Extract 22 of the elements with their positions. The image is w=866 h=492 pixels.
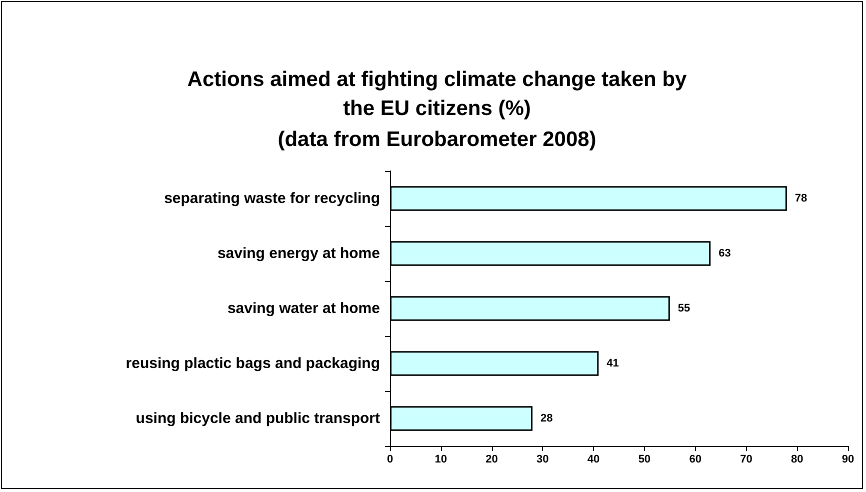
x-tick-label: 60 — [689, 454, 702, 466]
x-tick-label: 50 — [638, 454, 651, 466]
chart-subtitle: (data from Eurobarometer 2008) — [278, 128, 596, 151]
x-tick-label: 0 — [386, 454, 394, 466]
data-label: 28 — [540, 412, 553, 424]
y-tick-label: reusing plactic bags and packaging — [126, 355, 380, 372]
x-tick-label: 10 — [434, 454, 448, 466]
x-tick-label: 30 — [536, 454, 549, 466]
x-tick-label: 40 — [587, 454, 600, 466]
x-tick-label: 80 — [790, 454, 804, 466]
y-tick-label: saving water at home — [227, 300, 380, 317]
x-tick-label: 20 — [486, 454, 498, 466]
y-tick-label: using bicycle and public transport — [136, 410, 380, 427]
y-tick-label: separating waste for recycling — [164, 190, 380, 207]
x-tick-label: 90 — [842, 454, 854, 466]
data-label: 78 — [794, 192, 808, 204]
data-label: 55 — [678, 302, 690, 314]
data-label: 63 — [718, 248, 731, 260]
data-label: 41 — [606, 358, 619, 370]
chart-title: Actions aimed at fighting climate change taken by the EU citizens (%) — [187, 68, 688, 120]
y-tick-label: saving energy at home — [217, 245, 380, 262]
x-tick-label: 70 — [740, 454, 752, 466]
